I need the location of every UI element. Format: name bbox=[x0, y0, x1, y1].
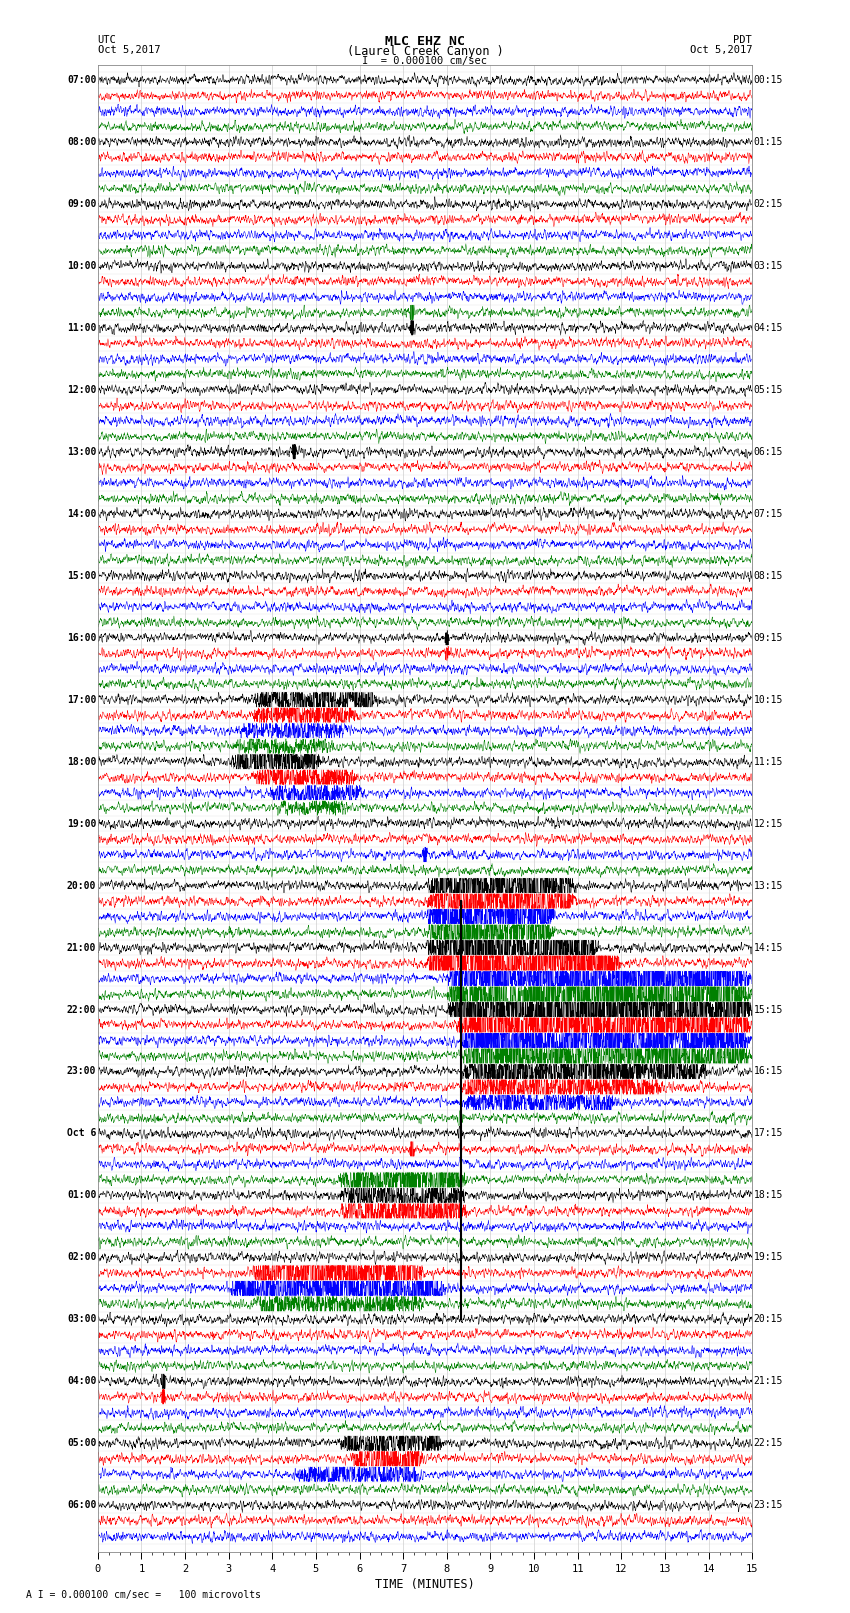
Text: A I = 0.000100 cm/sec =   100 microvolts: A I = 0.000100 cm/sec = 100 microvolts bbox=[26, 1590, 260, 1600]
Text: 14:15: 14:15 bbox=[754, 942, 783, 953]
Text: 20:00: 20:00 bbox=[67, 881, 96, 890]
Text: 18:00: 18:00 bbox=[67, 756, 96, 766]
Text: 06:00: 06:00 bbox=[67, 1500, 96, 1510]
Text: 11:00: 11:00 bbox=[67, 323, 96, 332]
Text: 23:00: 23:00 bbox=[67, 1066, 96, 1076]
Text: I  = 0.000100 cm/sec: I = 0.000100 cm/sec bbox=[362, 56, 488, 66]
Text: 13:00: 13:00 bbox=[67, 447, 96, 456]
Text: (Laurel Creek Canyon ): (Laurel Creek Canyon ) bbox=[347, 45, 503, 58]
Text: 15:00: 15:00 bbox=[67, 571, 96, 581]
Text: 08:00: 08:00 bbox=[67, 137, 96, 147]
Text: 12:00: 12:00 bbox=[67, 386, 96, 395]
Text: 04:15: 04:15 bbox=[754, 323, 783, 332]
Text: 17:15: 17:15 bbox=[754, 1129, 783, 1139]
Text: UTC: UTC bbox=[98, 35, 116, 45]
Text: 12:15: 12:15 bbox=[754, 819, 783, 829]
Text: 02:15: 02:15 bbox=[754, 198, 783, 210]
Text: 08:15: 08:15 bbox=[754, 571, 783, 581]
Text: 16:15: 16:15 bbox=[754, 1066, 783, 1076]
Text: PDT: PDT bbox=[734, 35, 752, 45]
Text: 14:00: 14:00 bbox=[67, 508, 96, 519]
Text: 19:15: 19:15 bbox=[754, 1252, 783, 1263]
Text: 21:00: 21:00 bbox=[67, 942, 96, 953]
Text: 11:15: 11:15 bbox=[754, 756, 783, 766]
Text: Oct 5,2017: Oct 5,2017 bbox=[689, 45, 752, 55]
Text: 20:15: 20:15 bbox=[754, 1315, 783, 1324]
Text: 18:15: 18:15 bbox=[754, 1190, 783, 1200]
Text: 02:00: 02:00 bbox=[67, 1252, 96, 1263]
Text: Oct 5,2017: Oct 5,2017 bbox=[98, 45, 161, 55]
Text: 10:15: 10:15 bbox=[754, 695, 783, 705]
Text: 13:15: 13:15 bbox=[754, 881, 783, 890]
Text: 03:15: 03:15 bbox=[754, 261, 783, 271]
Text: 00:15: 00:15 bbox=[754, 76, 783, 85]
Text: 23:15: 23:15 bbox=[754, 1500, 783, 1510]
Text: MLC EHZ NC: MLC EHZ NC bbox=[385, 35, 465, 48]
Text: 09:15: 09:15 bbox=[754, 632, 783, 642]
Text: 04:00: 04:00 bbox=[67, 1376, 96, 1386]
Text: 09:00: 09:00 bbox=[67, 198, 96, 210]
Text: 07:15: 07:15 bbox=[754, 508, 783, 519]
Text: 01:00: 01:00 bbox=[67, 1190, 96, 1200]
Text: 22:15: 22:15 bbox=[754, 1439, 783, 1448]
Text: 17:00: 17:00 bbox=[67, 695, 96, 705]
Text: 06:15: 06:15 bbox=[754, 447, 783, 456]
Text: 01:15: 01:15 bbox=[754, 137, 783, 147]
Text: 03:00: 03:00 bbox=[67, 1315, 96, 1324]
Text: 19:00: 19:00 bbox=[67, 819, 96, 829]
Text: 22:00: 22:00 bbox=[67, 1005, 96, 1015]
Text: 05:15: 05:15 bbox=[754, 386, 783, 395]
Text: 07:00: 07:00 bbox=[67, 76, 96, 85]
Text: Oct 6: Oct 6 bbox=[67, 1129, 96, 1139]
Text: 15:15: 15:15 bbox=[754, 1005, 783, 1015]
Text: 16:00: 16:00 bbox=[67, 632, 96, 642]
Text: 10:00: 10:00 bbox=[67, 261, 96, 271]
X-axis label: TIME (MINUTES): TIME (MINUTES) bbox=[375, 1578, 475, 1590]
Text: 21:15: 21:15 bbox=[754, 1376, 783, 1386]
Text: 05:00: 05:00 bbox=[67, 1439, 96, 1448]
